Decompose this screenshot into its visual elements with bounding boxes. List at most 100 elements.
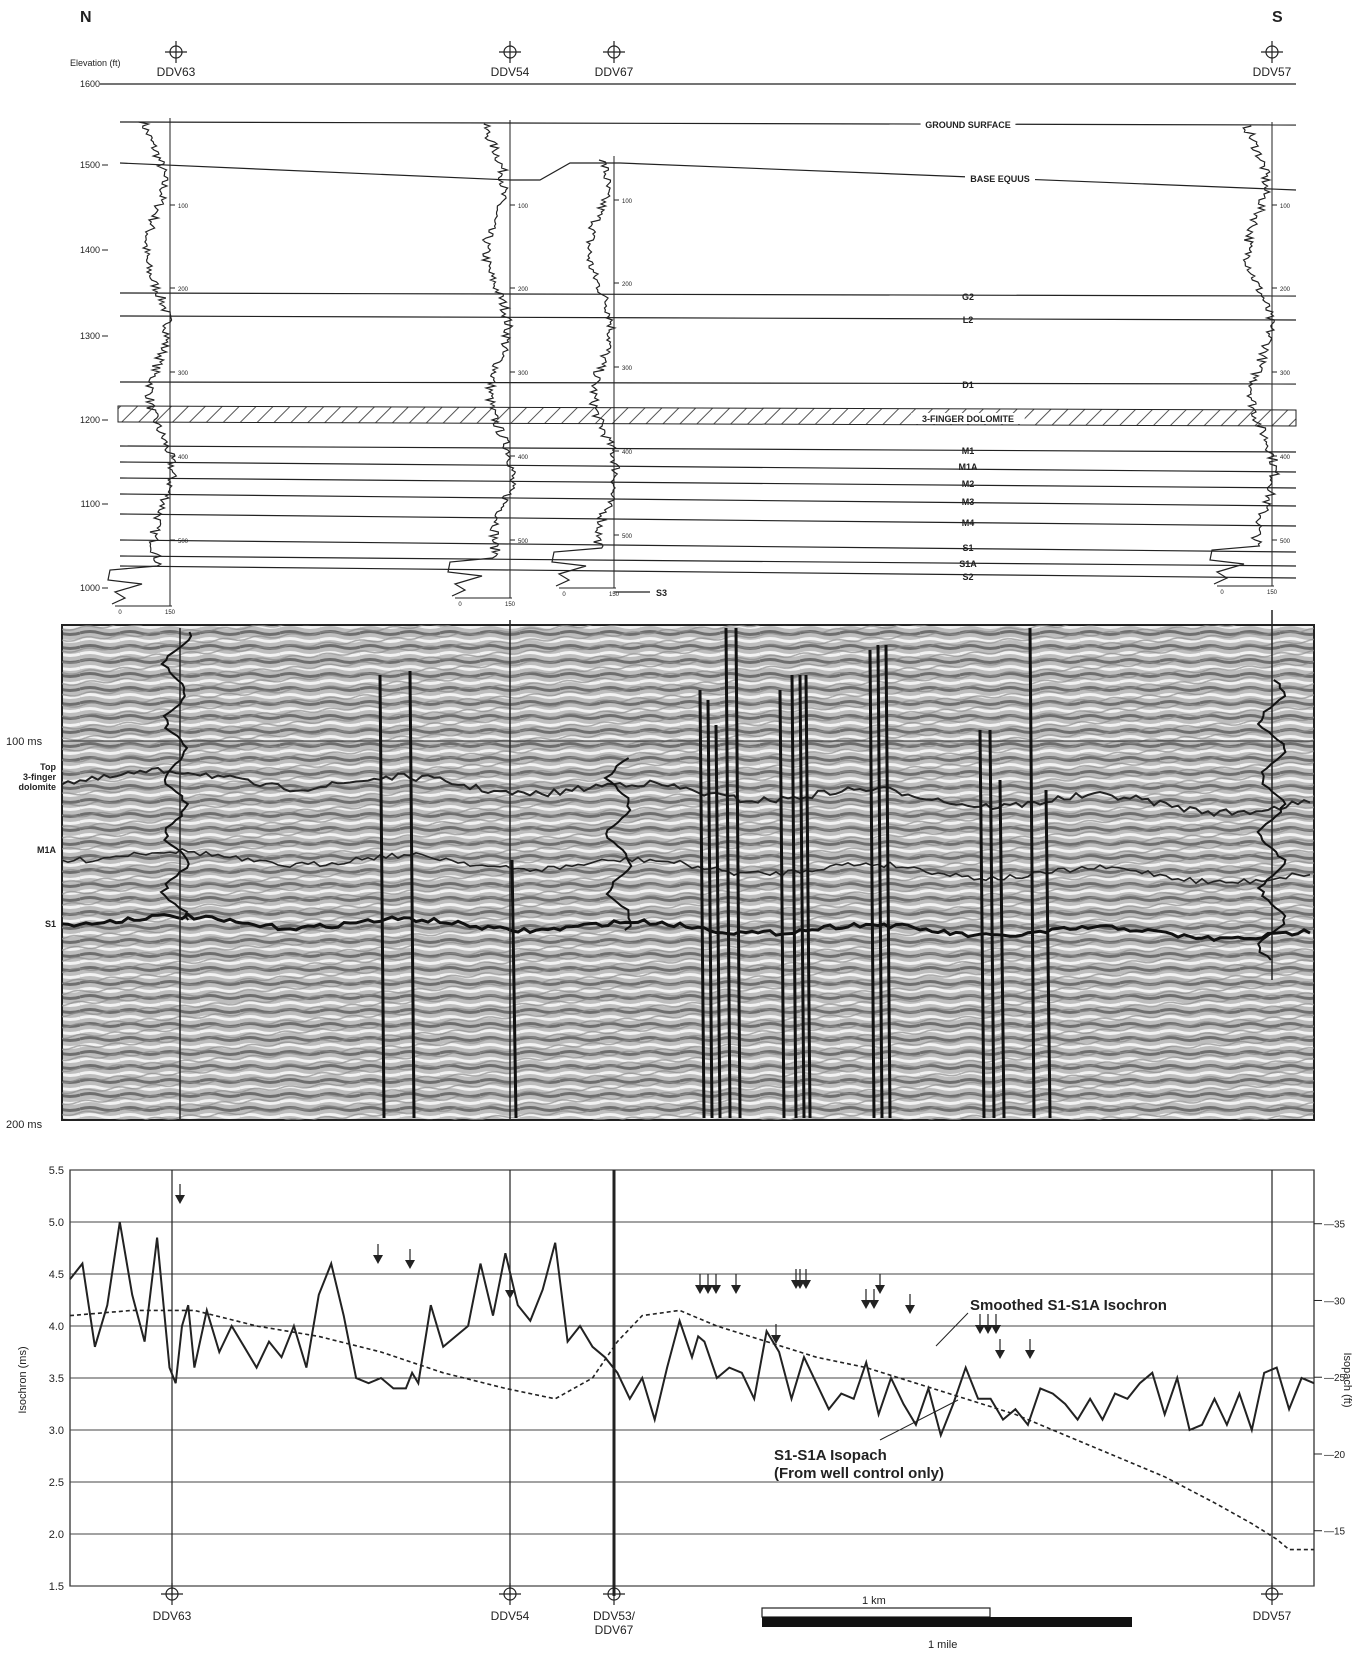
elevation-axis-label: Elevation (ft) [70,58,121,68]
fault-line [884,644,892,1119]
log-depth-tick: 400 [518,455,529,461]
log-scale-tick: 150 [609,592,620,598]
horizon-label: M1 [962,446,975,456]
elevation-tick-label: 1400 [80,245,100,255]
log-scale-tick: 150 [165,610,176,616]
seismic-horizon-pick [61,766,1311,817]
log-depth-tick: 400 [1280,455,1291,461]
horizon-label: 3-FINGER DOLOMITE [922,414,1014,424]
fault-line [510,859,518,1119]
horizon-label: M3 [962,497,975,507]
well-name-top: DDV63 [157,65,196,79]
chart-y2-ticks: —15 —20 —25 —30 —35 [1314,1220,1346,1538]
seismic-label-m1a: M1A [37,845,57,855]
seismic-horizon-pick [61,912,1311,943]
horizon-line [119,381,1297,385]
fault-arrow [983,1314,993,1334]
fault-arrow [711,1274,721,1294]
log-scale-tick: 150 [1267,590,1278,596]
fault-line [706,699,714,1119]
elevation-tick-label: 1500 [80,160,100,170]
well-name-bottom: DDV53/DDV67 [593,1609,636,1637]
fault-line [408,670,416,1119]
elevation-ticks: 1600 1500 1400 1300 1200 1100 1000 [80,79,108,593]
seismic-label-s1: S1 [45,919,56,929]
well-headers-top: DDV63 DDV54 DDV67 DDV57 [157,41,1292,79]
y-tick-label: 4.5 [49,1269,64,1281]
fault-arrow [1025,1339,1035,1359]
well-log-curve [551,159,621,587]
synthetic-trace [159,631,193,921]
log-scale-tick: 0 [458,602,462,608]
chart-y-ticks: 1.5 2.0 2.5 3.0 3.5 4.0 4.5 5.0 5.5 [49,1165,64,1593]
fault-arrow [861,1289,871,1309]
elevation-tick-label: 1100 [81,499,100,509]
well-name-top: DDV54 [491,65,530,79]
chart-gridlines [70,1169,1314,1587]
fault-line [998,779,1006,1119]
fault-line [734,627,742,1119]
fault-line [714,724,722,1119]
horizon-line [119,565,1297,579]
y-axis-label: Isochron (ms) [17,1346,29,1413]
series-isochron [69,1221,1315,1439]
log-depth-tick: 100 [178,204,189,210]
horizon-label: M4 [962,518,975,528]
fault-arrow [991,1314,1001,1334]
fault-arrow [731,1274,741,1294]
synthetic-trace [603,757,633,931]
chart-well-lines [171,1170,1273,1596]
well-log-cross-section: Elevation (ft) 1600150014001300120011001… [70,41,1297,616]
fault-arrow [975,1314,985,1334]
fault-arrow [175,1184,185,1204]
well-symbol-top [165,41,187,63]
fault-arrow [505,1279,515,1299]
fault-line [988,729,996,1119]
y2-tick-label: —15 [1324,1527,1346,1538]
well-headers-bottom: DDV63 DDV54 DDV53/DDV67 DDV57 [153,1583,1292,1637]
well-symbol-bottom [499,1583,521,1605]
fault-line [790,674,798,1119]
fault-line [378,674,386,1119]
log-depth-tick: 200 [1280,287,1291,293]
horizon-line [119,162,1297,191]
horizon-line [119,445,1297,453]
well-name-bottom: DDV63 [153,1609,192,1623]
log-scale-tick: 0 [118,610,122,616]
horizon-labels: GROUND SURFACE BASE EQUUS G2 L2 D1 3-FINGER D… [656,119,1035,598]
horizon-label: S1 [962,543,973,553]
y-tick-label: 1.5 [49,1581,64,1593]
seismic-fault-lines [179,610,1273,1120]
horizon-label: BASE EQUUS [970,174,1030,184]
log-depth-tick: 300 [178,371,189,377]
well-name-bottom: DDV57 [1253,1609,1292,1623]
y-tick-label: 3.5 [49,1373,64,1385]
elevation-tick-label: 1000 [80,583,100,593]
y-tick-label: 2.5 [49,1477,64,1489]
north-label: N [80,9,92,26]
horizon-label: L2 [963,315,974,325]
synthetic-traces [159,631,1287,961]
fault-arrow [771,1324,781,1344]
log-scale-tick: 0 [1220,590,1224,596]
fault-line [868,649,876,1119]
y2-tick-label: —30 [1324,1296,1346,1307]
well-log-curves: 100 200 300 400 500 0 150 100 200 300 400 500 0 150 10… [107,118,1291,616]
log-depth-tick: 300 [1280,371,1291,377]
seismic-horizon-pick [61,847,1311,885]
log-scale-tick: 0 [562,592,566,598]
log-depth-tick: 200 [622,282,633,288]
synthetic-trace [1256,679,1287,961]
fault-line [778,689,786,1119]
fault-line [978,729,986,1119]
well-symbol-bottom [161,1583,183,1605]
y-tick-label: 2.0 [49,1529,64,1541]
fault-line [876,644,884,1119]
fault-line [724,627,732,1119]
time-100ms: 100 ms [6,736,43,748]
well-log-curve [107,121,178,605]
fault-line [804,674,812,1119]
y2-tick-label: —20 [1324,1450,1346,1461]
well-symbol-bottom [603,1583,625,1605]
y2-tick-label: —35 [1324,1220,1346,1231]
